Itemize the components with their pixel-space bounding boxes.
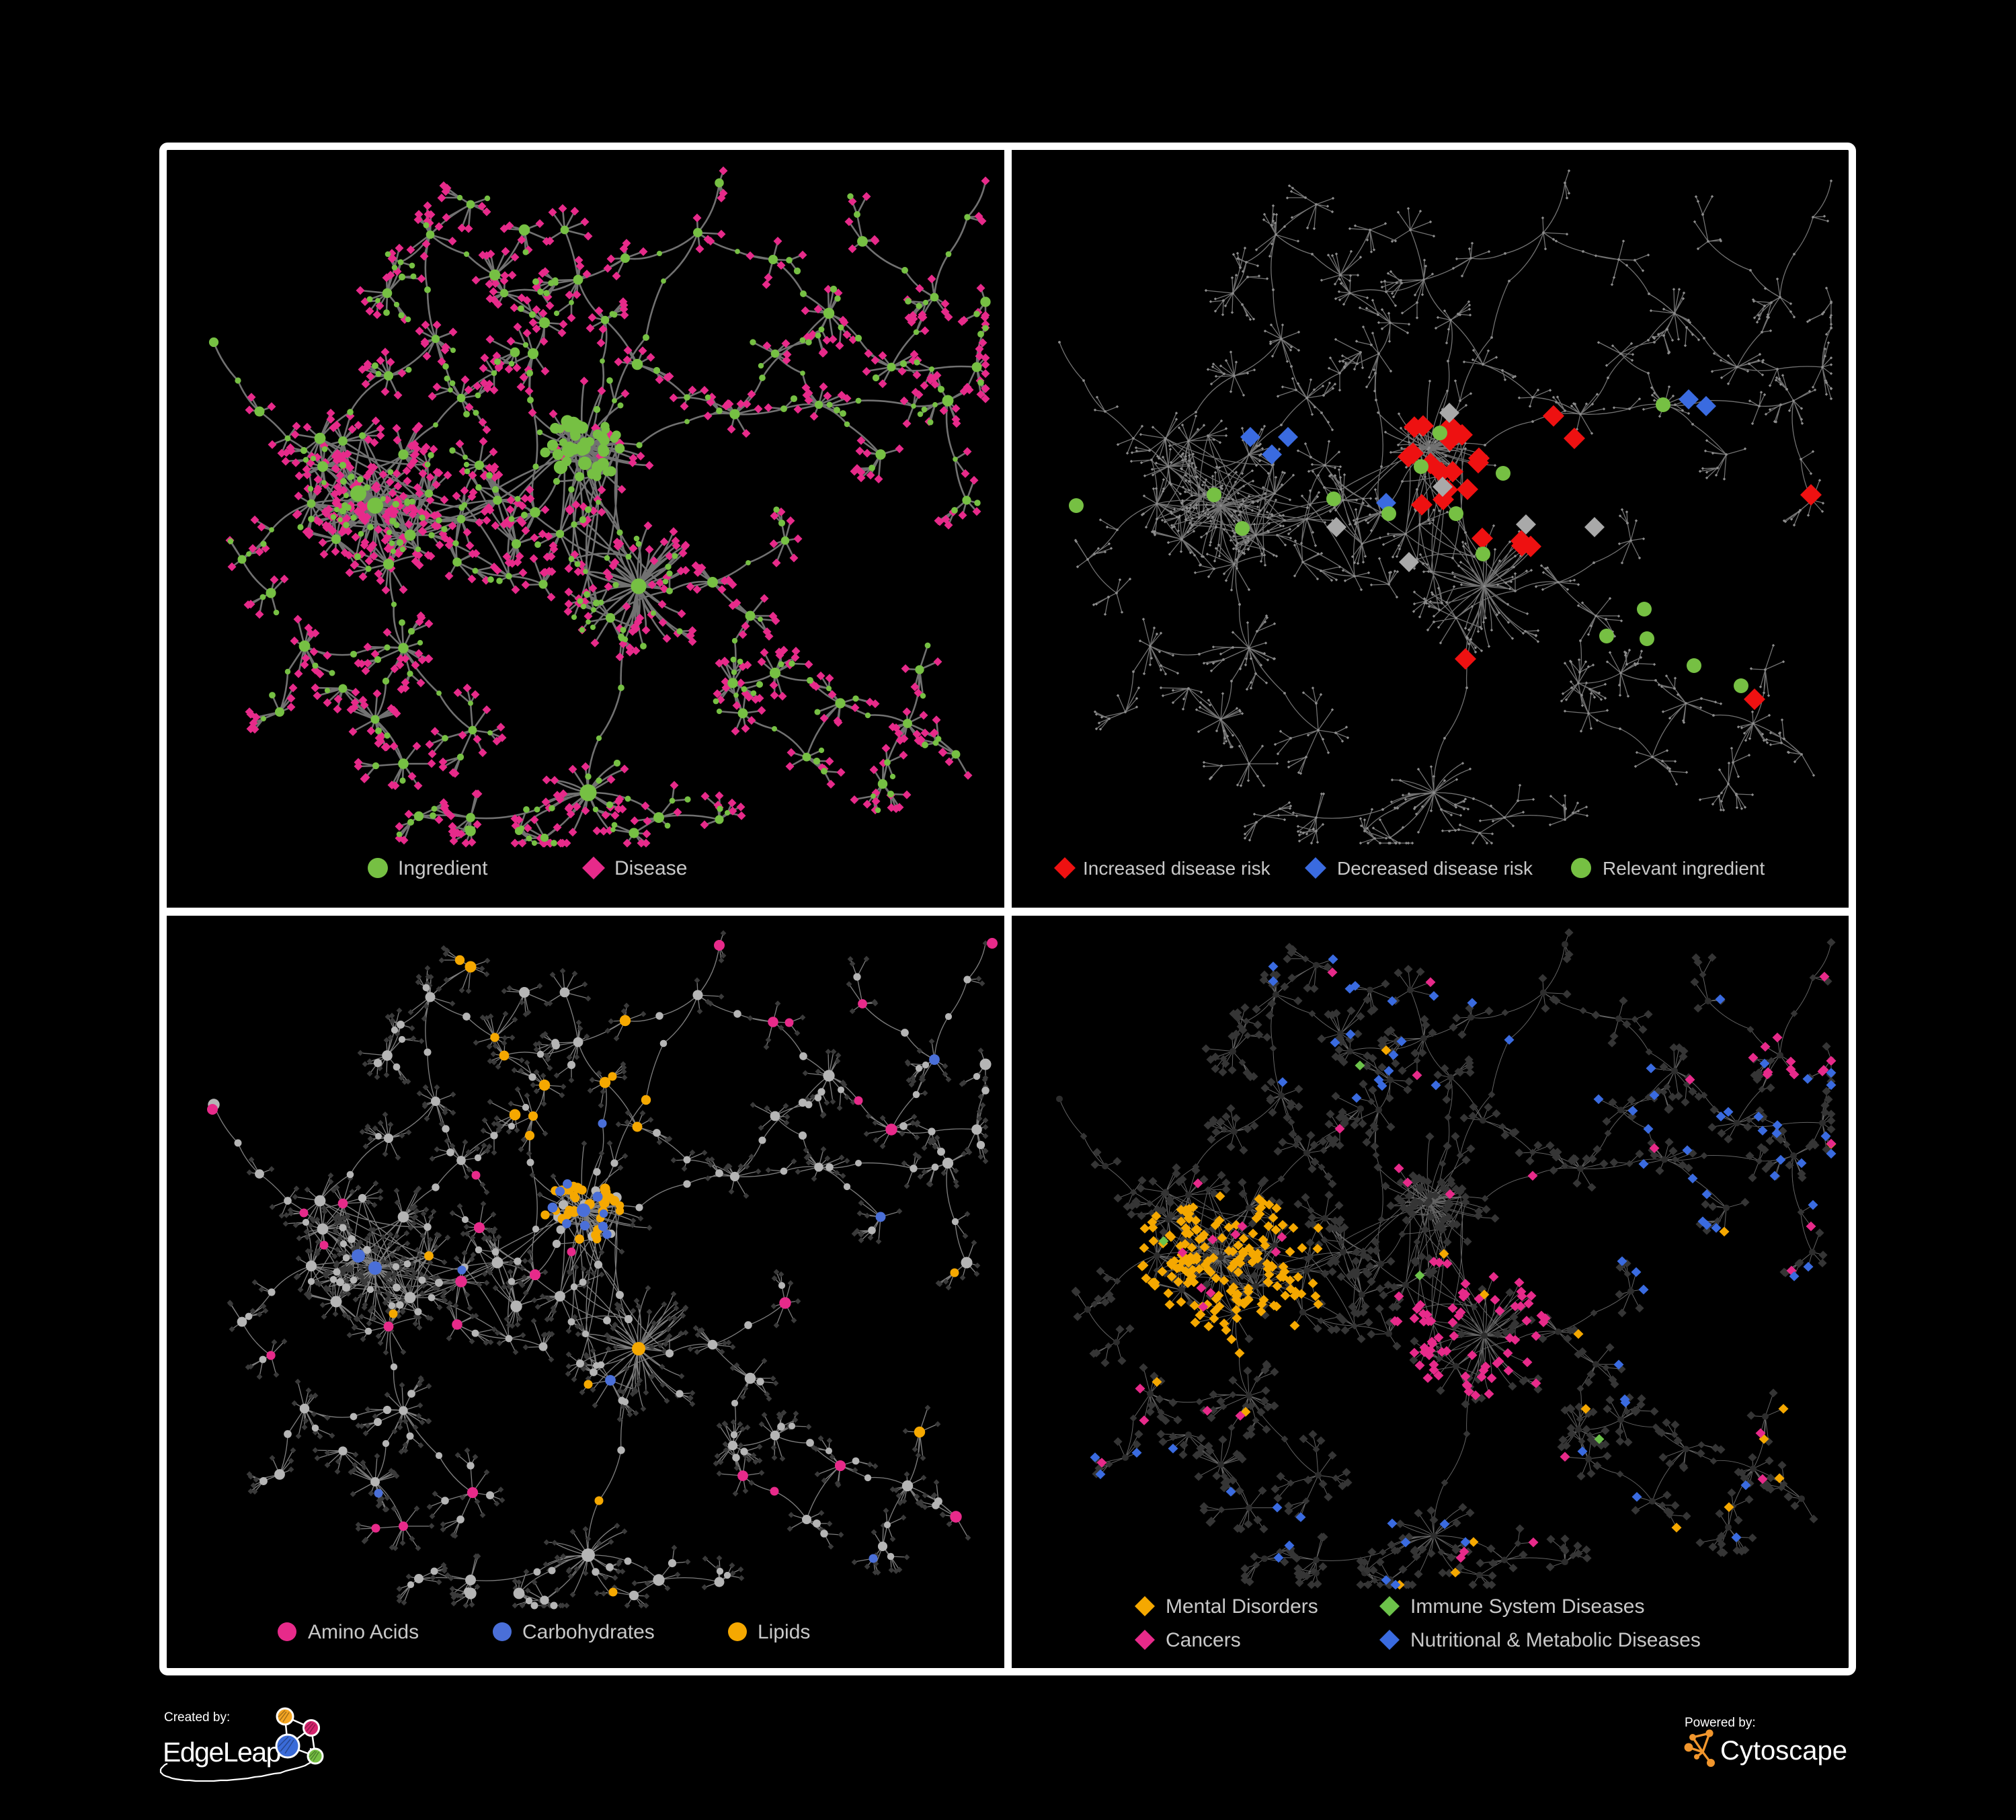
svg-text:Carbohydrates: Carbohydrates xyxy=(522,1621,655,1643)
svg-text:Lipids: Lipids xyxy=(758,1621,810,1643)
svg-text:Nutritional & Metabolic Diseas: Nutritional & Metabolic Diseases xyxy=(1410,1629,1701,1651)
svg-text:Relevant ingredient: Relevant ingredient xyxy=(1603,858,1765,879)
svg-text:Cytoscape: Cytoscape xyxy=(1720,1736,1847,1766)
svg-text:Created by:: Created by: xyxy=(164,1710,230,1725)
svg-text:EdgeLeap: EdgeLeap xyxy=(163,1737,281,1768)
svg-text:Mental Disorders: Mental Disorders xyxy=(1166,1595,1318,1618)
svg-text:Amino Acids: Amino Acids xyxy=(308,1621,419,1643)
svg-text:Immune System Diseases: Immune System Diseases xyxy=(1410,1595,1644,1618)
svg-text:Disease: Disease xyxy=(614,857,687,879)
svg-text:Cancers: Cancers xyxy=(1166,1629,1241,1651)
svg-text:Powered by:: Powered by: xyxy=(1685,1716,1756,1730)
svg-text:Ingredient: Ingredient xyxy=(398,857,488,879)
svg-text:Decreased disease risk: Decreased disease risk xyxy=(1337,858,1533,879)
svg-text:Increased disease risk: Increased disease risk xyxy=(1083,858,1271,879)
